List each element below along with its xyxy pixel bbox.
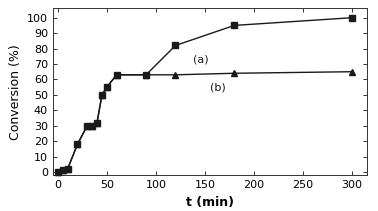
Text: (b): (b): [210, 82, 226, 92]
Text: (a): (a): [193, 54, 209, 64]
Y-axis label: Conversion (%): Conversion (%): [8, 44, 22, 140]
X-axis label: t (min): t (min): [186, 196, 234, 208]
